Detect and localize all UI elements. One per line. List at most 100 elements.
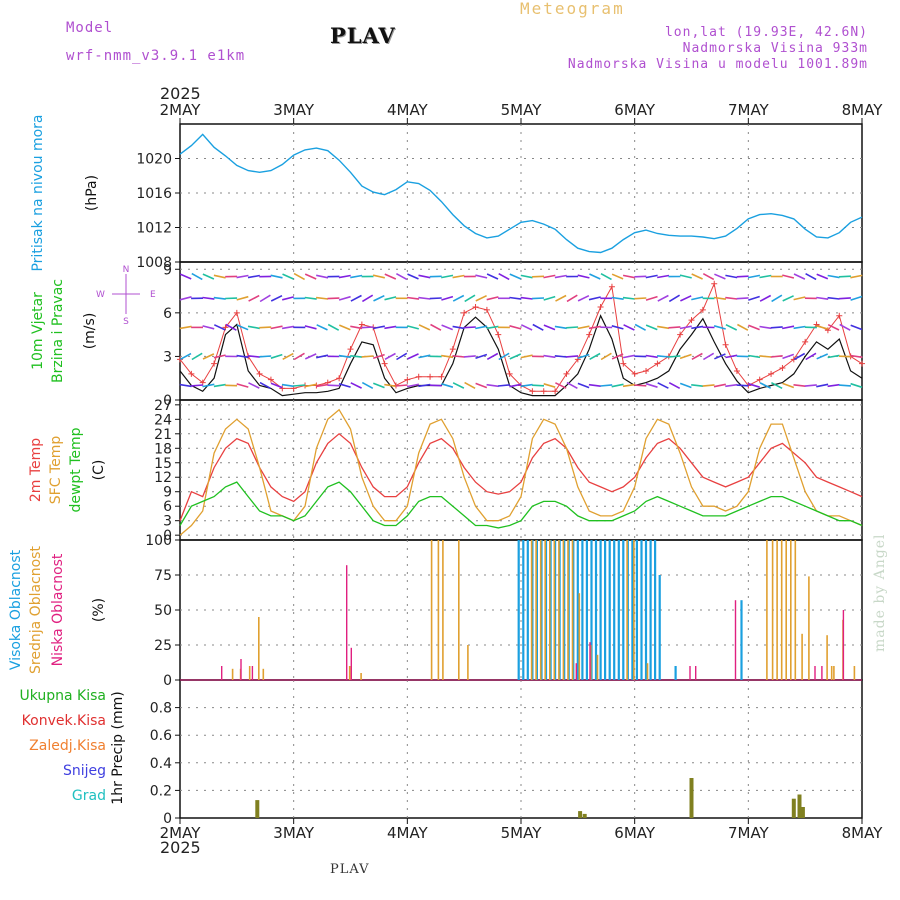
wind-arrow (645, 295, 658, 301)
wind-arrow (247, 355, 260, 358)
wind-arrow (509, 383, 522, 388)
wind-arrow (407, 273, 419, 280)
wind-arrow (532, 384, 545, 387)
wind-arrow (384, 352, 396, 361)
wind-arrow (520, 296, 533, 300)
cloud-mid-bar (437, 540, 440, 680)
wind-arrow (270, 353, 283, 359)
gust-marker (711, 280, 718, 287)
temp-line-2 (179, 481, 863, 529)
wind-arrow (736, 384, 749, 387)
wind-arrow (816, 353, 829, 360)
wind-arrow (747, 274, 761, 279)
cloud-high-bar (622, 540, 625, 680)
wind-arrow (316, 324, 328, 331)
wind-arrow (225, 323, 237, 331)
cloud-high-bar (617, 540, 620, 680)
y-axis-label-cloud-mid: Srednja Oblacnost (28, 546, 44, 674)
gust-marker (483, 306, 490, 313)
gust-marker (620, 360, 627, 367)
y-axis-label-dewpt: dewpt Temp (68, 427, 84, 512)
y-tick-label: 6 (163, 306, 172, 322)
wind-arrow (770, 355, 783, 358)
wind-arrow (213, 274, 226, 279)
wind-arrow (679, 325, 692, 330)
y-tick-label: 0 (163, 528, 172, 544)
wind-arrow (463, 355, 476, 358)
y-tick-label: 24 (154, 412, 172, 428)
wind-arrow (213, 354, 226, 359)
cloud-low-bar (575, 663, 577, 680)
cloud-mid-bar (567, 540, 569, 680)
cloud-mid-bar (780, 540, 783, 680)
wind-arrow (702, 384, 715, 387)
wind-arrow (827, 296, 840, 300)
compass-s: S (123, 317, 129, 327)
wind-arrow (759, 382, 772, 389)
gust-marker (381, 360, 388, 367)
wind-arrow (282, 296, 294, 301)
temp-line-0 (179, 432, 863, 521)
wind-arrow (680, 295, 692, 302)
wind-arrow (475, 353, 488, 360)
wind-arrow (577, 274, 590, 279)
cloud-low-bar (689, 666, 691, 680)
wind-arrow (600, 384, 613, 387)
wind-arrow (304, 325, 317, 330)
gust-marker (336, 375, 343, 382)
gust-marker (631, 370, 638, 377)
wind-arrow (452, 355, 465, 358)
wind-arrow (532, 297, 545, 300)
wind-arrow (532, 275, 545, 278)
precip-legend-3: Snijeg (63, 763, 106, 779)
precip-bar (797, 794, 802, 818)
wind-arrow (645, 324, 658, 331)
wind-arrow (611, 296, 624, 300)
y-axis-label-pressure: Pritisak na nivou mora (30, 114, 46, 271)
wind-arrow (782, 295, 794, 302)
cloud-high-bar (522, 540, 525, 680)
cloud-high-bar (604, 540, 607, 680)
wind-arrow (805, 352, 817, 361)
year-bottom: 2025 (160, 838, 201, 857)
wind-arrow (634, 275, 647, 278)
wind-arrow (304, 273, 317, 280)
cloud-high-bar (649, 540, 652, 680)
y-tick-label: 15 (154, 456, 172, 472)
gust-marker (233, 309, 240, 316)
wind-arrow (407, 353, 419, 360)
cloud-mid-bar (633, 540, 635, 680)
wind-arrow (771, 294, 783, 303)
wind-arrow (691, 352, 703, 361)
wind-arrow (793, 296, 806, 301)
precip-bar (800, 807, 805, 818)
wind-arrow (691, 325, 704, 330)
cloud-mid-bar (360, 673, 362, 680)
wind-arrow (372, 274, 385, 279)
wind-arrow (486, 296, 499, 301)
cloud-mid-bar (830, 666, 833, 680)
wind-arrow (475, 274, 488, 279)
gust-marker (643, 367, 650, 374)
wind-arrow (679, 274, 692, 279)
wind-arrow (622, 274, 636, 279)
wind-arrow (213, 296, 226, 300)
wind-arrow (747, 354, 761, 359)
wind-arrow (429, 297, 442, 300)
wind-arrow (202, 296, 215, 300)
wind-arrow (554, 355, 567, 358)
wind-arrow (247, 325, 260, 330)
wind-arrow (554, 274, 567, 279)
wind-arrow (361, 355, 374, 358)
cloud-mid-bar (535, 540, 537, 680)
wind-arrow (782, 353, 795, 360)
gust-marker (677, 331, 684, 338)
wind-arrow (588, 296, 601, 301)
wind-arrow (509, 353, 522, 360)
gust-marker (733, 367, 740, 374)
cloud-mid-bar (544, 540, 546, 680)
cloud-mid-bar (771, 540, 774, 680)
wind-arrow (475, 325, 488, 330)
wind-arrow (679, 382, 692, 389)
wind-arrow (304, 296, 317, 300)
